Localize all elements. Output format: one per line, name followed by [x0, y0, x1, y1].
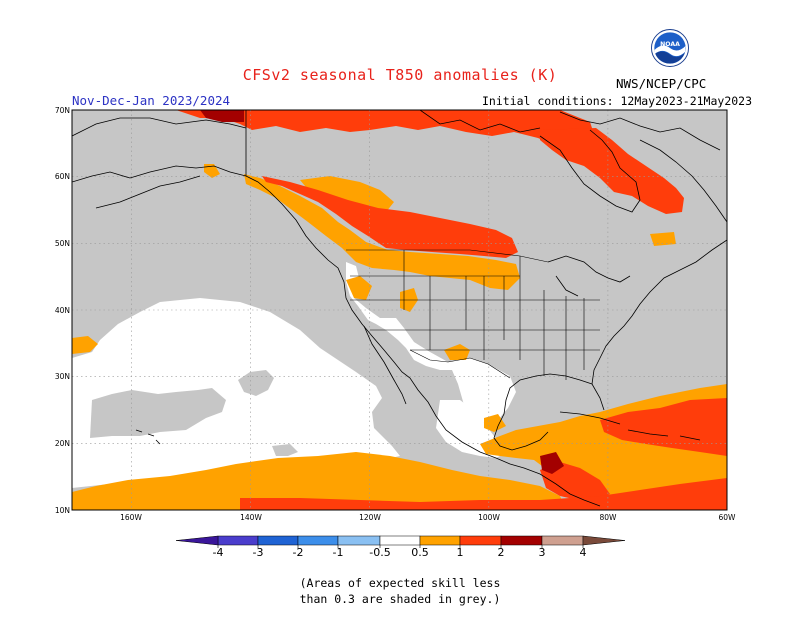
legend-tick: 4	[579, 546, 587, 559]
lat-label-60n: 60N	[54, 172, 70, 181]
agency-label: NWS/NCEP/CPC	[616, 76, 707, 91]
anomaly-2-3-regions	[200, 110, 564, 474]
legend-tick: 1	[456, 546, 464, 559]
legend-tick: -2	[292, 546, 304, 559]
legend-tick: 3	[538, 546, 546, 559]
lat-label-50n: 50N	[54, 239, 70, 248]
legend-tick: -3	[252, 546, 264, 559]
lon-label-160w: 160W	[120, 513, 142, 522]
noaa-logo: NOAA	[651, 29, 689, 67]
map-frame	[71, 109, 728, 511]
lat-label-70n: 70N	[54, 106, 70, 115]
graticule	[72, 110, 727, 510]
neutral-anomaly-regions	[72, 298, 400, 488]
lon-label-80w: 80W	[599, 513, 617, 522]
lon-label-60w: 60W	[718, 513, 736, 522]
footnote-line-1: (Areas of expected skill less	[299, 576, 501, 590]
legend-tick: -4	[212, 546, 224, 559]
lon-label-120w: 120W	[359, 513, 381, 522]
anomaly-1-2-regions	[176, 110, 727, 510]
legend-tick: 0.5	[411, 546, 429, 559]
lat-label-30n: 30N	[54, 372, 70, 381]
lat-label-20n: 20N	[54, 439, 70, 448]
lat-label-40n: 40N	[54, 306, 70, 315]
coastlines	[72, 110, 727, 507]
forecast-period: Nov-Dec-Jan 2023/2024	[72, 93, 231, 108]
lon-label-140w: 140W	[240, 513, 262, 522]
legend-tick: -0.5	[369, 546, 391, 559]
noaa-logo-text: NOAA	[660, 41, 680, 48]
initial-conditions: Initial conditions: 12May2023-21May2023	[482, 94, 753, 108]
footnote-line-2: than 0.3 are shaded in grey.)	[299, 592, 501, 606]
legend-tick: -1	[332, 546, 344, 559]
chart-title: CFSv2 seasonal T850 anomalies (K)	[242, 66, 558, 84]
lat-label-10n: 10N	[54, 506, 70, 515]
legend-tick: 2	[497, 546, 505, 559]
lon-label-100w: 100W	[478, 513, 500, 522]
state-borders	[346, 249, 600, 380]
